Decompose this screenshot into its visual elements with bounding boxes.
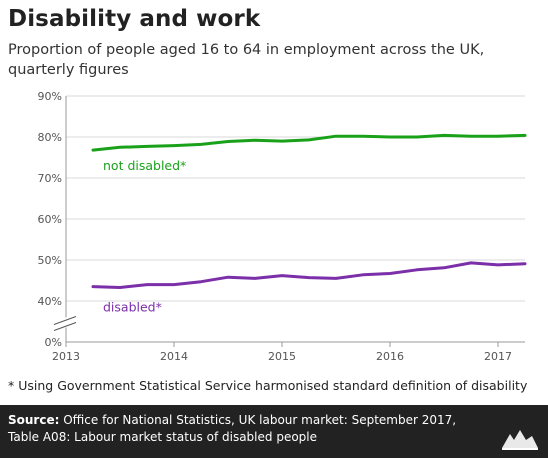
series-line-not-disabled [91, 133, 527, 152]
y-tick-label: 70% [38, 172, 62, 185]
x-tick-label: 2015 [268, 350, 296, 363]
x-tick-label: 2014 [160, 350, 188, 363]
series-label: not disabled* [103, 158, 186, 173]
line-chart: 0% 40% 50% 60% 70% 80% 90% 2013 2014 2015 2016 2017… [38, 90, 527, 363]
series-label: disabled* [103, 300, 162, 315]
series-line-disabled [91, 261, 527, 289]
full-fact-logo-icon [502, 430, 538, 450]
y-tick-label: 50% [38, 254, 62, 267]
x-tick-label: 2017 [484, 350, 512, 363]
source-text: Source: Office for National Statistics, … [8, 412, 478, 446]
series-lines [91, 133, 527, 289]
axis-break-gap [52, 317, 78, 328]
x-tick-label: 2013 [52, 350, 80, 363]
y-tick-label: 40% [38, 295, 62, 308]
axis-break-mark [53, 322, 77, 331]
chart-title: Disability and work [8, 6, 261, 32]
y-tick-label: 80% [38, 131, 62, 144]
source-body: Office for National Statistics, UK labou… [8, 413, 457, 444]
y-tick-label: 0% [45, 336, 62, 349]
gridlines [66, 95, 525, 343]
y-tick-label: 60% [38, 213, 62, 226]
source-bar: Source: Office for National Statistics, … [0, 405, 548, 458]
y-tick-label: 90% [38, 90, 62, 103]
source-label: Source: [8, 413, 60, 427]
series-labels: not disabled* disabled* [103, 158, 186, 315]
x-tick-label: 2016 [376, 350, 404, 363]
chart-subtitle: Proportion of people aged 16 to 64 in em… [8, 42, 485, 78]
axes: 0% 40% 50% 60% 70% 80% 90% 2013 2014 2015 2016 2017 [38, 90, 512, 363]
footnote: * Using Government Statistical Service h… [8, 378, 528, 393]
axis-break-mark [53, 316, 77, 325]
